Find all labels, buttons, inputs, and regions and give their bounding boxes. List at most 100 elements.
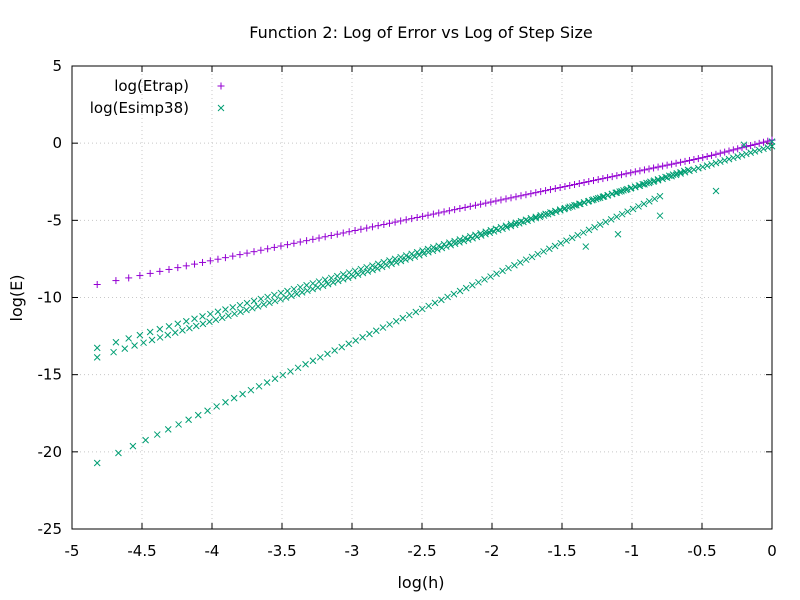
x-diag2 bbox=[572, 201, 580, 209]
esimp38-point bbox=[490, 228, 498, 235]
x-diag2 bbox=[140, 339, 147, 347]
x-diag2 bbox=[431, 299, 439, 307]
esimp38-point bbox=[140, 339, 147, 347]
x-diag2 bbox=[460, 237, 468, 245]
esimp38-point bbox=[179, 327, 186, 334]
esimp38-point bbox=[287, 368, 294, 375]
x-diag2 bbox=[612, 189, 620, 197]
x-diag2 bbox=[656, 212, 664, 220]
y-ticks: 5 0 -5 -10 -15 -20 -25 bbox=[38, 57, 772, 538]
x-tick-label: 0 bbox=[767, 542, 777, 560]
x-diag2 bbox=[740, 141, 748, 149]
etrap-point bbox=[561, 183, 569, 191]
x-diag2 bbox=[129, 442, 137, 450]
esimp38-point bbox=[602, 218, 610, 226]
x-diag2 bbox=[248, 304, 256, 312]
x-diag2 bbox=[742, 150, 750, 158]
esimp38-point bbox=[324, 350, 331, 358]
etrap-point bbox=[445, 207, 453, 215]
etrap-point bbox=[527, 190, 535, 198]
esimp38-point bbox=[760, 145, 767, 153]
x-diag2 bbox=[314, 284, 322, 291]
x-diag2 bbox=[442, 243, 450, 250]
etrap-point bbox=[303, 237, 311, 245]
x-diag2 bbox=[592, 195, 600, 203]
etrap-point bbox=[471, 201, 479, 209]
x-diag2 bbox=[250, 297, 258, 305]
esimp38-point bbox=[243, 299, 251, 307]
esimp38-point bbox=[607, 216, 615, 223]
x-diag2 bbox=[425, 248, 432, 256]
esimp38-point bbox=[413, 248, 421, 256]
esimp38-point bbox=[363, 263, 371, 271]
esimp38-point bbox=[680, 167, 688, 175]
esimp38-point bbox=[447, 241, 455, 249]
esimp38-point bbox=[511, 221, 519, 229]
x-diag2 bbox=[419, 247, 426, 254]
x-diag2 bbox=[397, 257, 405, 265]
x-diag2 bbox=[115, 449, 122, 457]
etrap-point bbox=[257, 246, 265, 254]
etrap-point bbox=[351, 226, 359, 234]
etrap-point bbox=[694, 155, 702, 163]
etrap-point bbox=[206, 257, 214, 265]
x-diag2 bbox=[596, 221, 604, 228]
etrap-point bbox=[768, 136, 776, 144]
x-axis-label: log(h) bbox=[397, 573, 444, 592]
series-esimp38 bbox=[93, 138, 776, 467]
esimp38-point bbox=[230, 394, 238, 402]
esimp38-point bbox=[574, 231, 582, 239]
x-diag2 bbox=[391, 255, 399, 263]
esimp38-point bbox=[386, 257, 393, 264]
esimp38-point bbox=[584, 198, 592, 205]
x-diag2 bbox=[364, 268, 372, 275]
x-diag2 bbox=[645, 197, 653, 205]
esimp38-point bbox=[388, 260, 395, 268]
x-diag2 bbox=[690, 166, 698, 173]
esimp38-point bbox=[93, 459, 101, 467]
esimp38-point bbox=[712, 159, 720, 167]
esimp38-point bbox=[431, 299, 439, 307]
esimp38-point bbox=[548, 209, 556, 217]
esimp38-point bbox=[239, 390, 246, 398]
etrap-point bbox=[402, 216, 410, 224]
esimp38-point bbox=[392, 259, 400, 266]
x-diag2 bbox=[456, 239, 463, 246]
x-diag2 bbox=[429, 247, 437, 255]
esimp38-point bbox=[645, 197, 653, 205]
etrap-point bbox=[585, 178, 593, 186]
etrap-point bbox=[440, 208, 448, 216]
x-diag2 bbox=[392, 259, 400, 266]
esimp38-point bbox=[121, 345, 129, 353]
etrap-point bbox=[236, 251, 244, 259]
esimp38-point bbox=[405, 311, 413, 319]
esimp38-point bbox=[534, 250, 542, 258]
esimp38-point bbox=[112, 338, 120, 346]
x-tick-label: -2 bbox=[485, 542, 500, 560]
esimp38-point bbox=[507, 222, 515, 230]
esimp38-point bbox=[552, 208, 560, 216]
series-layer bbox=[93, 136, 776, 467]
grid-lines bbox=[72, 66, 772, 529]
etrap-point bbox=[429, 210, 437, 218]
esimp38-point bbox=[222, 398, 229, 406]
esimp38-point bbox=[288, 292, 295, 300]
x-diag2 bbox=[411, 253, 419, 260]
esimp38-point bbox=[532, 214, 540, 222]
x-tick-label: -2.5 bbox=[407, 542, 436, 560]
x-diag2 bbox=[369, 266, 376, 274]
etrap-point bbox=[321, 233, 329, 241]
legend-label-etrap: log(Etrap) bbox=[114, 77, 189, 95]
esimp38-point bbox=[540, 212, 548, 219]
esimp38-point bbox=[560, 205, 568, 213]
esimp38-point bbox=[357, 265, 365, 273]
esimp38-point bbox=[231, 310, 238, 318]
esimp38-point bbox=[136, 331, 144, 339]
esimp38-point bbox=[293, 290, 301, 298]
x-diag2 bbox=[142, 436, 149, 444]
x-diag2 bbox=[552, 208, 560, 216]
esimp38-point bbox=[334, 277, 342, 285]
esimp38-point bbox=[716, 158, 724, 166]
esimp38-point bbox=[214, 308, 222, 316]
x-diag2 bbox=[580, 229, 587, 236]
